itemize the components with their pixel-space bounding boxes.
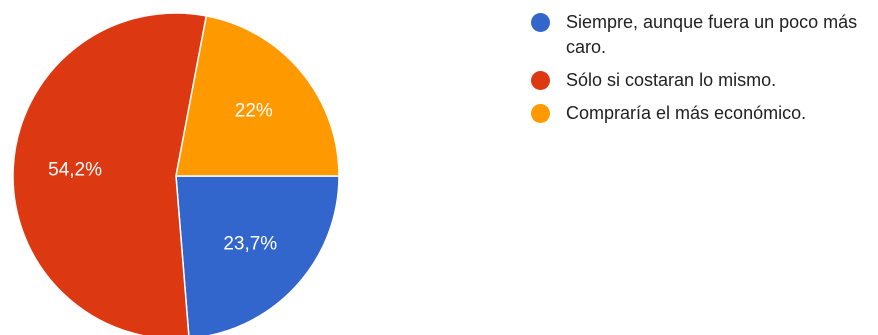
legend-item-3[interactable]: Compraría el más económico. — [531, 101, 871, 126]
legend-label: Sólo si costaran lo mismo. — [566, 70, 777, 90]
pie-slices — [12, 12, 340, 335]
legend-swatch-icon — [531, 13, 550, 32]
legend-swatch-icon — [531, 104, 550, 123]
pie-slice-labels: 23,7% 54,2% 22% — [48, 101, 277, 255]
legend-swatch-icon — [531, 71, 550, 90]
legend-item-2[interactable]: Sólo si costaran lo mismo. — [531, 68, 871, 93]
legend: Siempre, aunque fuera un poco más caro. S… — [531, 10, 871, 134]
legend-label: Siempre, aunque fuera un poco más caro. — [566, 12, 858, 57]
pie-slice-label-3: 22% — [235, 101, 273, 122]
legend-label: Compraría el más económico. — [566, 103, 807, 123]
legend-item-1[interactable]: Siempre, aunque fuera un poco más caro. — [531, 10, 871, 60]
pie-slice-3[interactable] — [175, 14, 340, 177]
pie-slice-2[interactable] — [12, 12, 208, 335]
pie-slice-1[interactable] — [175, 175, 340, 335]
pie-slice-label-2: 54,2% — [48, 160, 102, 181]
pie-slice-label-1: 23,7% — [223, 234, 277, 255]
pie-plot-area: 23,7% 54,2% 22% — [12, 12, 340, 335]
